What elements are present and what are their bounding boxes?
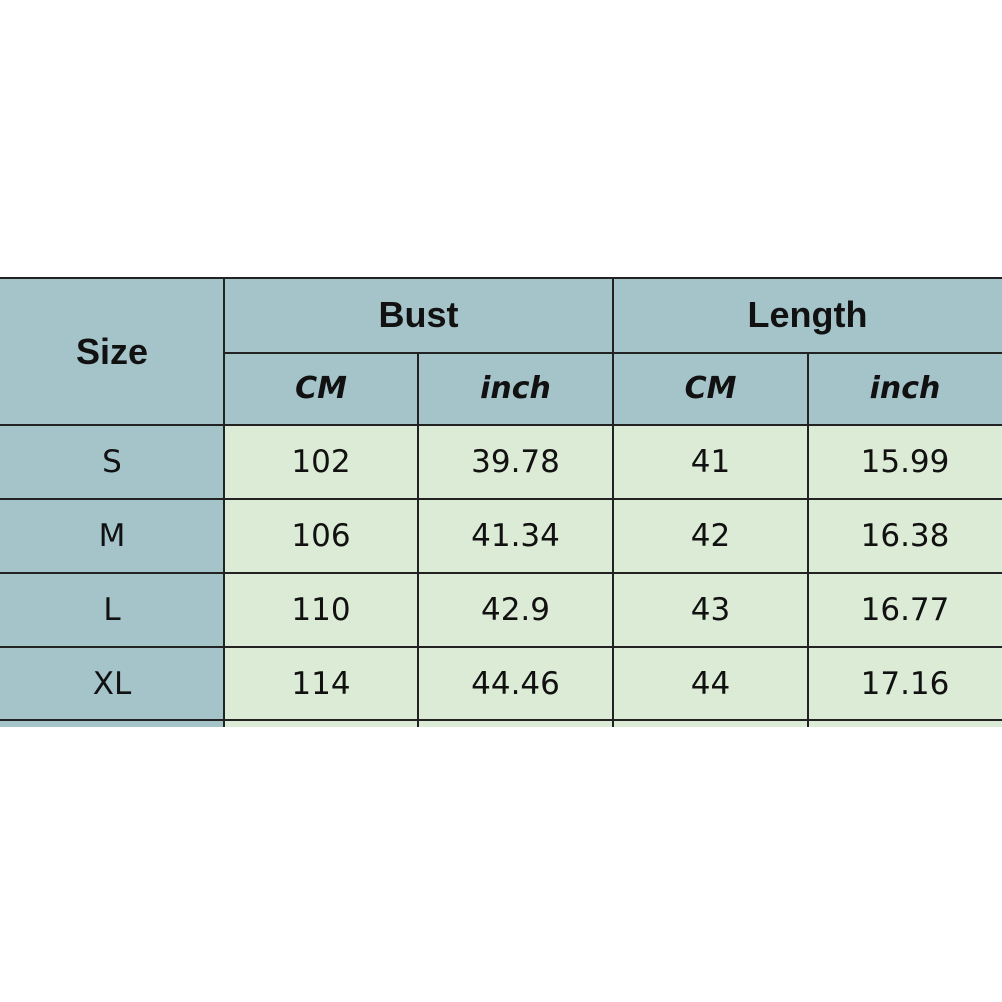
- cell-length-cm: 43: [613, 573, 808, 647]
- grid-line: [0, 719, 1002, 721]
- cell-length-inch: 17.16: [808, 647, 1002, 721]
- cell-length-cm: 42: [613, 499, 808, 573]
- header-length-cm: CM: [613, 352, 808, 425]
- grid-line: [807, 352, 809, 727]
- cell-bust-cm: 102: [224, 425, 418, 499]
- cell-length-inch: 15.99: [808, 425, 1002, 499]
- grid-line: [0, 277, 1002, 279]
- header-size: Size: [0, 278, 224, 425]
- cell-size: S: [0, 425, 224, 499]
- grid-line: [0, 498, 1002, 500]
- cell-bust-inch: 41.34: [418, 499, 613, 573]
- cell-length-inch: 16.38: [808, 499, 1002, 573]
- cell-length-inch: 16.77: [808, 573, 1002, 647]
- header-bust-cm: CM: [224, 352, 418, 425]
- cell-bust-inch: 39.78: [418, 425, 613, 499]
- header-length-inch: inch: [808, 352, 1002, 425]
- grid-line: [612, 278, 614, 727]
- header-bust: Bust: [224, 278, 613, 352]
- grid-line: [0, 424, 1002, 426]
- partial-row: [0, 720, 224, 727]
- cell-bust-cm: 114: [224, 647, 418, 721]
- cell-bust-inch: 44.46: [418, 647, 613, 721]
- grid-line: [0, 572, 1002, 574]
- header-bust-inch: inch: [418, 352, 613, 425]
- header-length: Length: [613, 278, 1002, 352]
- cell-length-cm: 41: [613, 425, 808, 499]
- grid-line: [0, 646, 1002, 648]
- cell-bust-inch: 42.9: [418, 573, 613, 647]
- cell-bust-cm: 110: [224, 573, 418, 647]
- cell-size: L: [0, 573, 224, 647]
- cell-length-cm: 44: [613, 647, 808, 721]
- grid-line: [223, 278, 225, 727]
- grid-line: [417, 352, 419, 727]
- cell-bust-cm: 106: [224, 499, 418, 573]
- cell-size: XL: [0, 647, 224, 721]
- cell-size: M: [0, 499, 224, 573]
